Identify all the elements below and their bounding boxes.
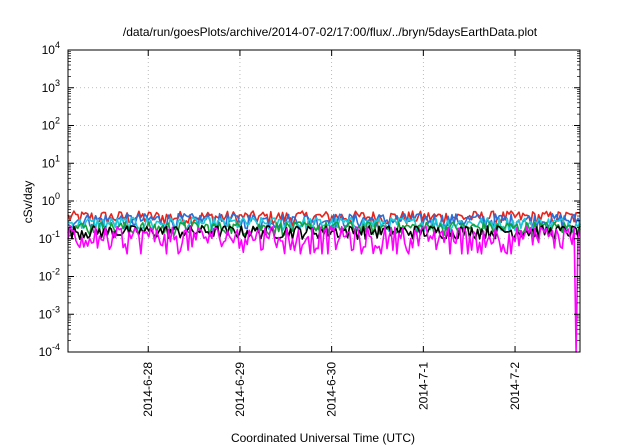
grid-lines — [68, 50, 580, 352]
x-axis-label: Coordinated Universal Time (UTC) — [231, 431, 415, 445]
y-tick-label: 103 — [42, 78, 60, 95]
x-tick-label: 2014-6-30 — [325, 362, 339, 417]
x-tick-label: 2014-6-28 — [141, 362, 155, 417]
y-tick-label: 101 — [42, 153, 60, 170]
y-tick-label: 10-2 — [39, 267, 60, 284]
data-series — [67, 210, 581, 353]
y-axis-label: cSv/day — [21, 181, 35, 224]
y-tick-label: 10-1 — [39, 229, 60, 246]
x-tick-label: 2014-7-1 — [416, 362, 430, 410]
y-tick-label: 102 — [42, 116, 60, 133]
y-tick-label: 10-3 — [39, 304, 60, 321]
y-tick-label: 10-4 — [39, 342, 60, 359]
axis-ticks: 10-4 10-3 10-2 10-1 100 101 102 103 104 2014-6-28… — [39, 40, 580, 417]
chart-title: /data/run/goesPlots/archive/2014-07-02/1… — [123, 25, 538, 39]
x-tick-label: 2014-7-2 — [508, 362, 522, 410]
y-tick-label: 104 — [42, 40, 60, 57]
x-tick-label: 2014-6-29 — [233, 362, 247, 417]
series-line — [67, 225, 581, 353]
y-tick-label: 100 — [42, 191, 60, 208]
series-line — [67, 212, 581, 231]
